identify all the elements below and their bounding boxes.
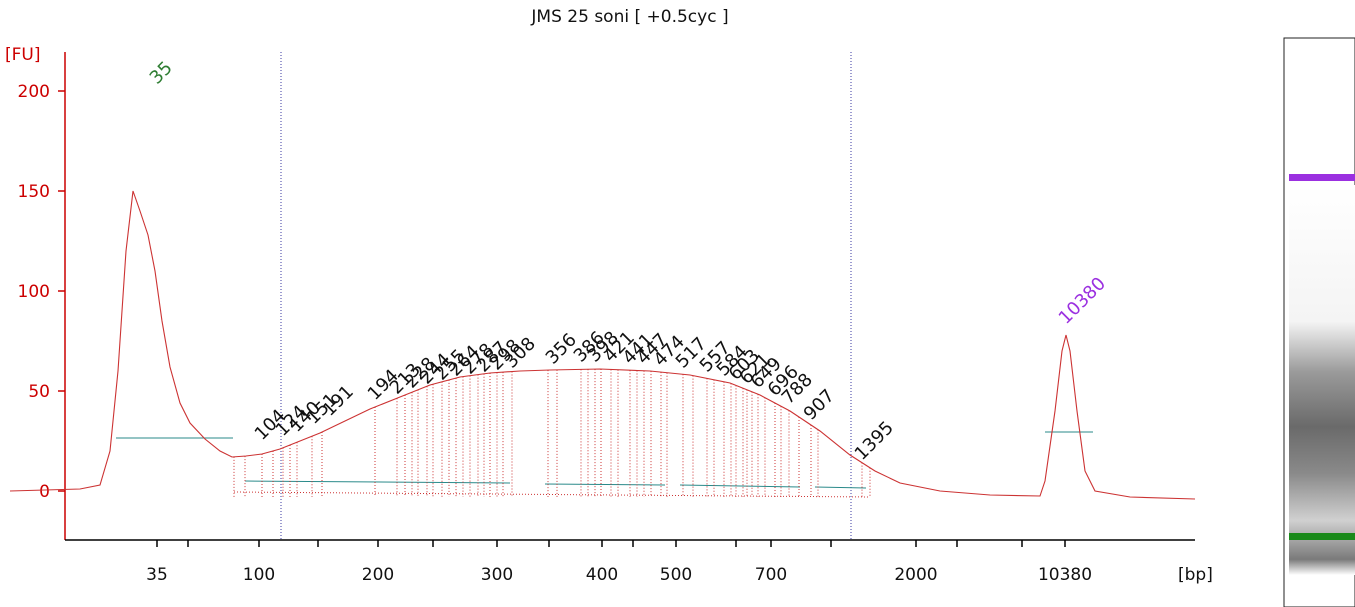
gel-lane-smear (1289, 185, 1355, 575)
peak-windows (233, 369, 871, 498)
x-tick-label: 700 (755, 565, 787, 585)
gel-lower-marker-band (1289, 533, 1355, 540)
x-tick-label: 400 (586, 565, 618, 585)
chart-title: JMS 25 soni [ +0.5cyc ] (530, 7, 728, 27)
x-tick-label: 10380 (1038, 565, 1092, 585)
baseline-segments (116, 431, 1093, 489)
y-tick-label: 100 (18, 282, 50, 302)
electropherogram-trace (9, 190, 1196, 500)
peak-label: 10380 (1055, 273, 1110, 328)
x-tick-label: 200 (362, 565, 394, 585)
x-tick-label: 35 (146, 565, 168, 585)
peak-label: 1395 (851, 417, 898, 464)
peak-window-floor (233, 491, 871, 498)
y-tick-label: 200 (18, 82, 50, 102)
x-tick-group: 35 100 200 300 400 500 700 2000 10380 (146, 540, 1092, 585)
y-tick-label: 0 (39, 482, 50, 502)
x-tick-label: 300 (481, 565, 513, 585)
y-tick-label: 150 (18, 182, 50, 202)
y-axis-label: [FU] (5, 45, 41, 65)
x-tick-label: 100 (243, 565, 275, 585)
y-tick-group: 0 50 100 150 200 (18, 82, 65, 502)
gel-upper-marker-band (1289, 174, 1355, 181)
y-tick-label: 50 (28, 382, 50, 402)
x-tick-label: 2000 (894, 565, 937, 585)
peak-label: 35 (146, 57, 177, 88)
x-tick-label: 500 (660, 565, 692, 585)
x-axis-label: [bp] (1178, 565, 1213, 585)
